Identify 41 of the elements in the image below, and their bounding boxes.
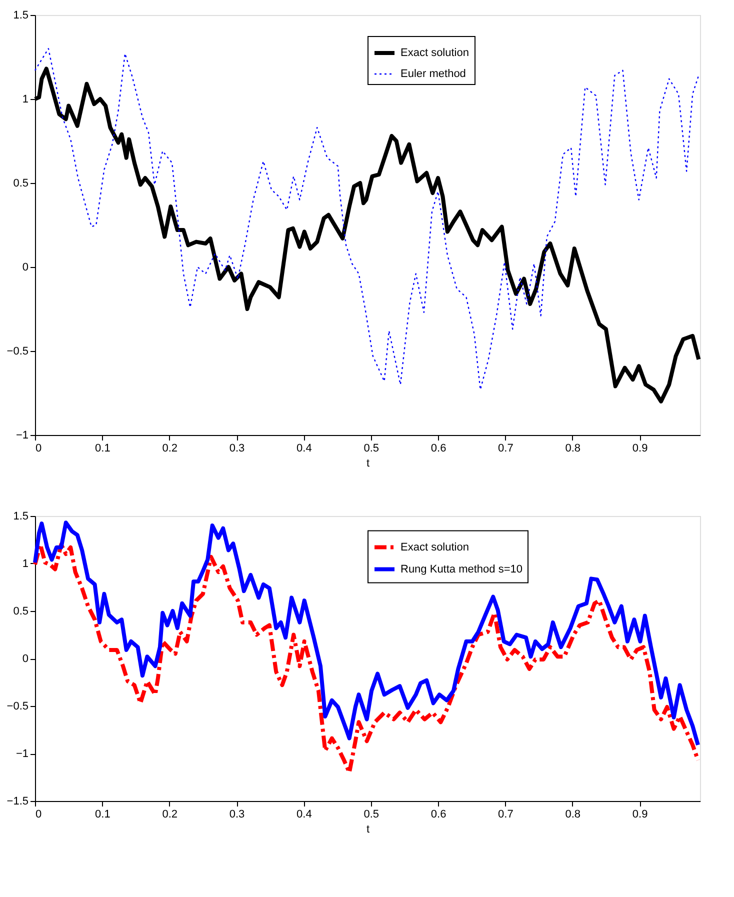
y-tick-label: −0.5 <box>6 346 28 358</box>
x-tick-label: 0.3 <box>229 442 245 454</box>
legend-label: Euler method <box>400 68 466 80</box>
y-tick-label: 1 <box>22 558 28 570</box>
x-tick-label: 0.4 <box>296 442 312 454</box>
legend-label: Exact solution <box>400 47 469 59</box>
x-tick-label: 0.2 <box>162 808 178 820</box>
x-tick-label: 0.8 <box>565 442 581 454</box>
x-axis-title: t <box>366 824 370 836</box>
x-tick-label: 0.9 <box>632 808 648 820</box>
x-tick-label: 0.1 <box>95 808 110 820</box>
y-tick-label: 0 <box>22 262 28 274</box>
y-tick-label: 1.5 <box>13 510 28 522</box>
x-tick-label: 0.7 <box>498 442 514 454</box>
x-tick-label: 0 <box>36 442 42 454</box>
y-tick-label: 0.5 <box>13 606 28 618</box>
y-tick-label: 0 <box>22 653 28 665</box>
x-tick-label: 0.7 <box>498 808 514 820</box>
x-axis-title: t <box>366 458 370 470</box>
y-tick-label: −1 <box>16 430 28 442</box>
x-tick-label: 0.2 <box>162 442 178 454</box>
y-tick-label: 0.5 <box>13 178 28 190</box>
y-tick-label: −1 <box>16 748 28 760</box>
y-tick-label: 1 <box>22 94 28 106</box>
line-series <box>33 520 700 747</box>
legend-label: Rung Kutta method s=10 <box>400 563 522 576</box>
x-tick-label: 0.3 <box>229 808 245 820</box>
x-tick-label: 0.6 <box>430 442 446 454</box>
y-tick-label: −1.5 <box>6 796 28 808</box>
x-tick-label: 0.6 <box>430 808 446 820</box>
line-series <box>33 542 700 774</box>
y-tick-label: −0.5 <box>6 700 28 712</box>
x-tick-label: 0 <box>36 808 42 820</box>
x-tick-label: 0.5 <box>364 442 380 454</box>
x-tick-label: 0.8 <box>565 808 581 820</box>
x-tick-label: 0.4 <box>296 808 312 820</box>
x-tick-label: 0.5 <box>364 808 380 820</box>
legend-label: Exact solution <box>400 541 469 554</box>
y-tick-label: 1.5 <box>13 10 28 22</box>
x-tick-label: 0.1 <box>95 442 110 454</box>
x-tick-label: 0.9 <box>632 442 648 454</box>
